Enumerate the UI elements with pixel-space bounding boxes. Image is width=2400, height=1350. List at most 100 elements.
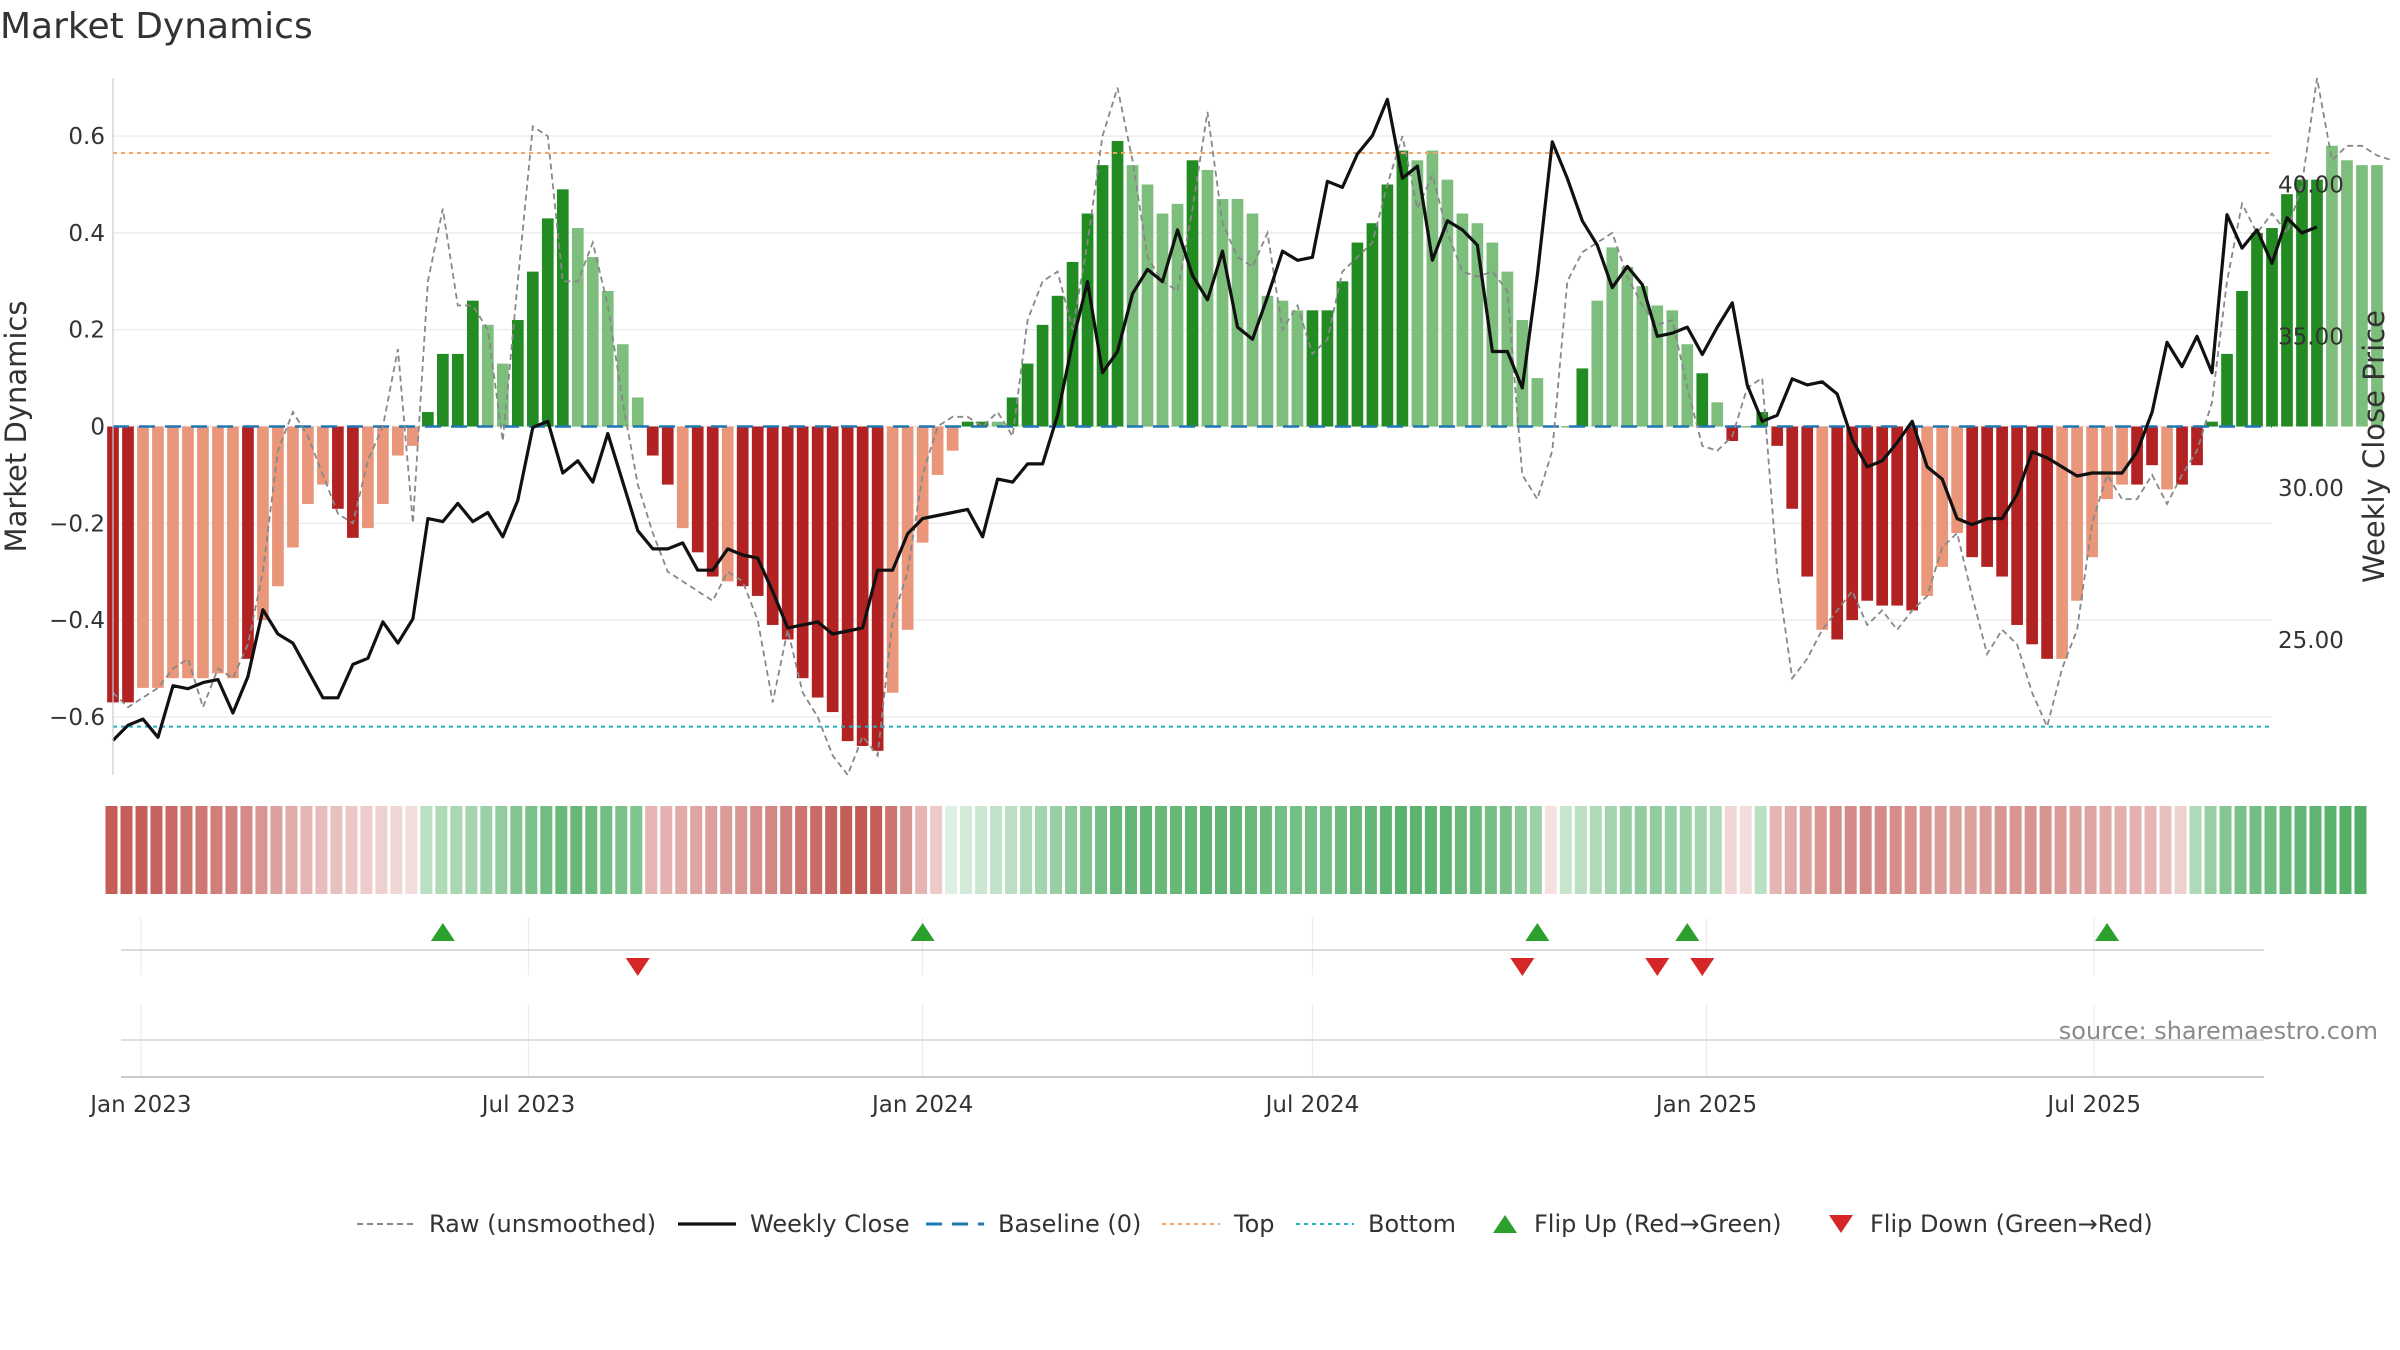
flip-up-marker-2 [1525, 923, 1550, 941]
y-axis-title: Market Dynamics [0, 301, 33, 553]
regime-cell-26 [495, 806, 508, 894]
bar-126 [1996, 426, 2008, 577]
weekly-close-line [111, 97, 2318, 742]
bar-4 [167, 426, 179, 679]
regime-cell-115 [1829, 806, 1842, 894]
chart-title: Market Dynamics [0, 6, 313, 47]
regime-cell-139 [2189, 806, 2202, 894]
bar-87 [1411, 160, 1424, 427]
regime-cell-61 [1020, 806, 1033, 894]
raw-series-line [112, 77, 2393, 777]
regime-cell-128 [2024, 806, 2037, 894]
bar-49 [841, 426, 854, 742]
regime-cell-15 [330, 806, 343, 894]
regime-cell-84 [1364, 806, 1377, 894]
y2-tick-label-2: 35.00 [2278, 324, 2344, 350]
regime-cell-75 [1229, 806, 1242, 894]
regime-cell-73 [1199, 806, 1212, 894]
regime-cell-135 [2129, 806, 2142, 894]
regime-cell-147 [2309, 806, 2322, 894]
bar-70 [1156, 213, 1169, 427]
bar-57 [961, 421, 974, 427]
bar-7 [212, 426, 224, 674]
bar-133 [2101, 426, 2113, 500]
regime-cell-68 [1125, 806, 1138, 894]
bar-63 [1051, 295, 1064, 427]
legend-label-1: Weekly Close [750, 1210, 910, 1238]
bar-48 [826, 426, 839, 713]
regime-cell-13 [300, 806, 313, 894]
regime-cell-22 [435, 806, 448, 894]
bar-112 [1786, 426, 1799, 509]
bar-45 [781, 426, 794, 640]
regime-cell-24 [465, 806, 478, 894]
bar-128 [2026, 426, 2038, 645]
regime-cell-143 [2249, 806, 2262, 894]
regime-cell-17 [360, 806, 373, 894]
regime-cell-67 [1110, 806, 1123, 894]
bar-149 [2341, 160, 2353, 427]
regime-cell-52 [885, 806, 898, 894]
bar-20 [407, 426, 419, 446]
bar-137 [2161, 426, 2173, 490]
flip-markers [430, 923, 2120, 976]
regime-cell-83 [1349, 806, 1362, 894]
regime-cell-90 [1454, 806, 1467, 894]
bar-104 [1666, 310, 1679, 427]
bar-62 [1036, 324, 1049, 427]
bar-100 [1606, 247, 1619, 427]
regime-cell-125 [1979, 806, 1992, 894]
bar-46 [796, 426, 809, 679]
regime-cell-14 [315, 806, 328, 894]
y-tick-label-2: −0.2 [49, 511, 105, 537]
regime-cell-99 [1589, 806, 1602, 894]
regime-cell-50 [855, 806, 868, 894]
regime-strip [105, 806, 2367, 894]
bar-88 [1426, 150, 1439, 427]
regime-cell-3 [150, 806, 163, 894]
regime-cell-44 [765, 806, 778, 894]
bar-37 [661, 426, 674, 485]
bar-91 [1471, 223, 1484, 427]
bar-56 [946, 426, 959, 451]
bar-145 [2281, 194, 2293, 427]
bar-85 [1381, 184, 1394, 427]
regime-cell-98 [1574, 806, 1587, 894]
regime-cell-58 [975, 806, 988, 894]
regime-cell-138 [2174, 806, 2187, 894]
bar-59 [991, 421, 1004, 427]
x-tick-label-0: Jan 2023 [88, 1092, 191, 1118]
regime-cell-110 [1754, 806, 1767, 894]
bar-130 [2056, 426, 2068, 659]
flip-up-marker-4 [2095, 923, 2120, 941]
flip-up-marker-0 [430, 923, 455, 941]
bar-94 [1516, 320, 1529, 427]
regime-cell-124 [1964, 806, 1977, 894]
bar-76 [1246, 213, 1259, 427]
bar-81 [1321, 310, 1334, 427]
source-label: source: sharemaestro.com [2059, 1017, 2378, 1045]
legend-label-2: Baseline (0) [998, 1210, 1141, 1238]
regime-cell-105 [1679, 806, 1692, 894]
regime-cell-2 [135, 806, 148, 894]
legend-item-4: Bottom [1296, 1210, 1456, 1238]
bar-29 [541, 218, 554, 427]
regime-cell-54 [915, 806, 928, 894]
bar-36 [646, 426, 659, 456]
bar-124 [1966, 426, 1978, 558]
flip-down-marker-1 [1510, 958, 1535, 976]
legend-item-3: Top [1162, 1210, 1275, 1238]
bar-143 [2251, 232, 2263, 427]
regime-cell-79 [1289, 806, 1302, 894]
regime-cell-112 [1784, 806, 1797, 894]
regime-cell-51 [870, 806, 883, 894]
bar-135 [2131, 426, 2143, 485]
regime-cell-129 [2039, 806, 2052, 894]
legend-swatch-flip-down [1829, 1215, 1853, 1233]
regime-cell-100 [1604, 806, 1617, 894]
regime-cell-106 [1694, 806, 1707, 894]
bar-50 [856, 426, 869, 746]
bar-28 [526, 271, 539, 427]
regime-cell-145 [2279, 806, 2292, 894]
bar-60 [1006, 397, 1019, 427]
